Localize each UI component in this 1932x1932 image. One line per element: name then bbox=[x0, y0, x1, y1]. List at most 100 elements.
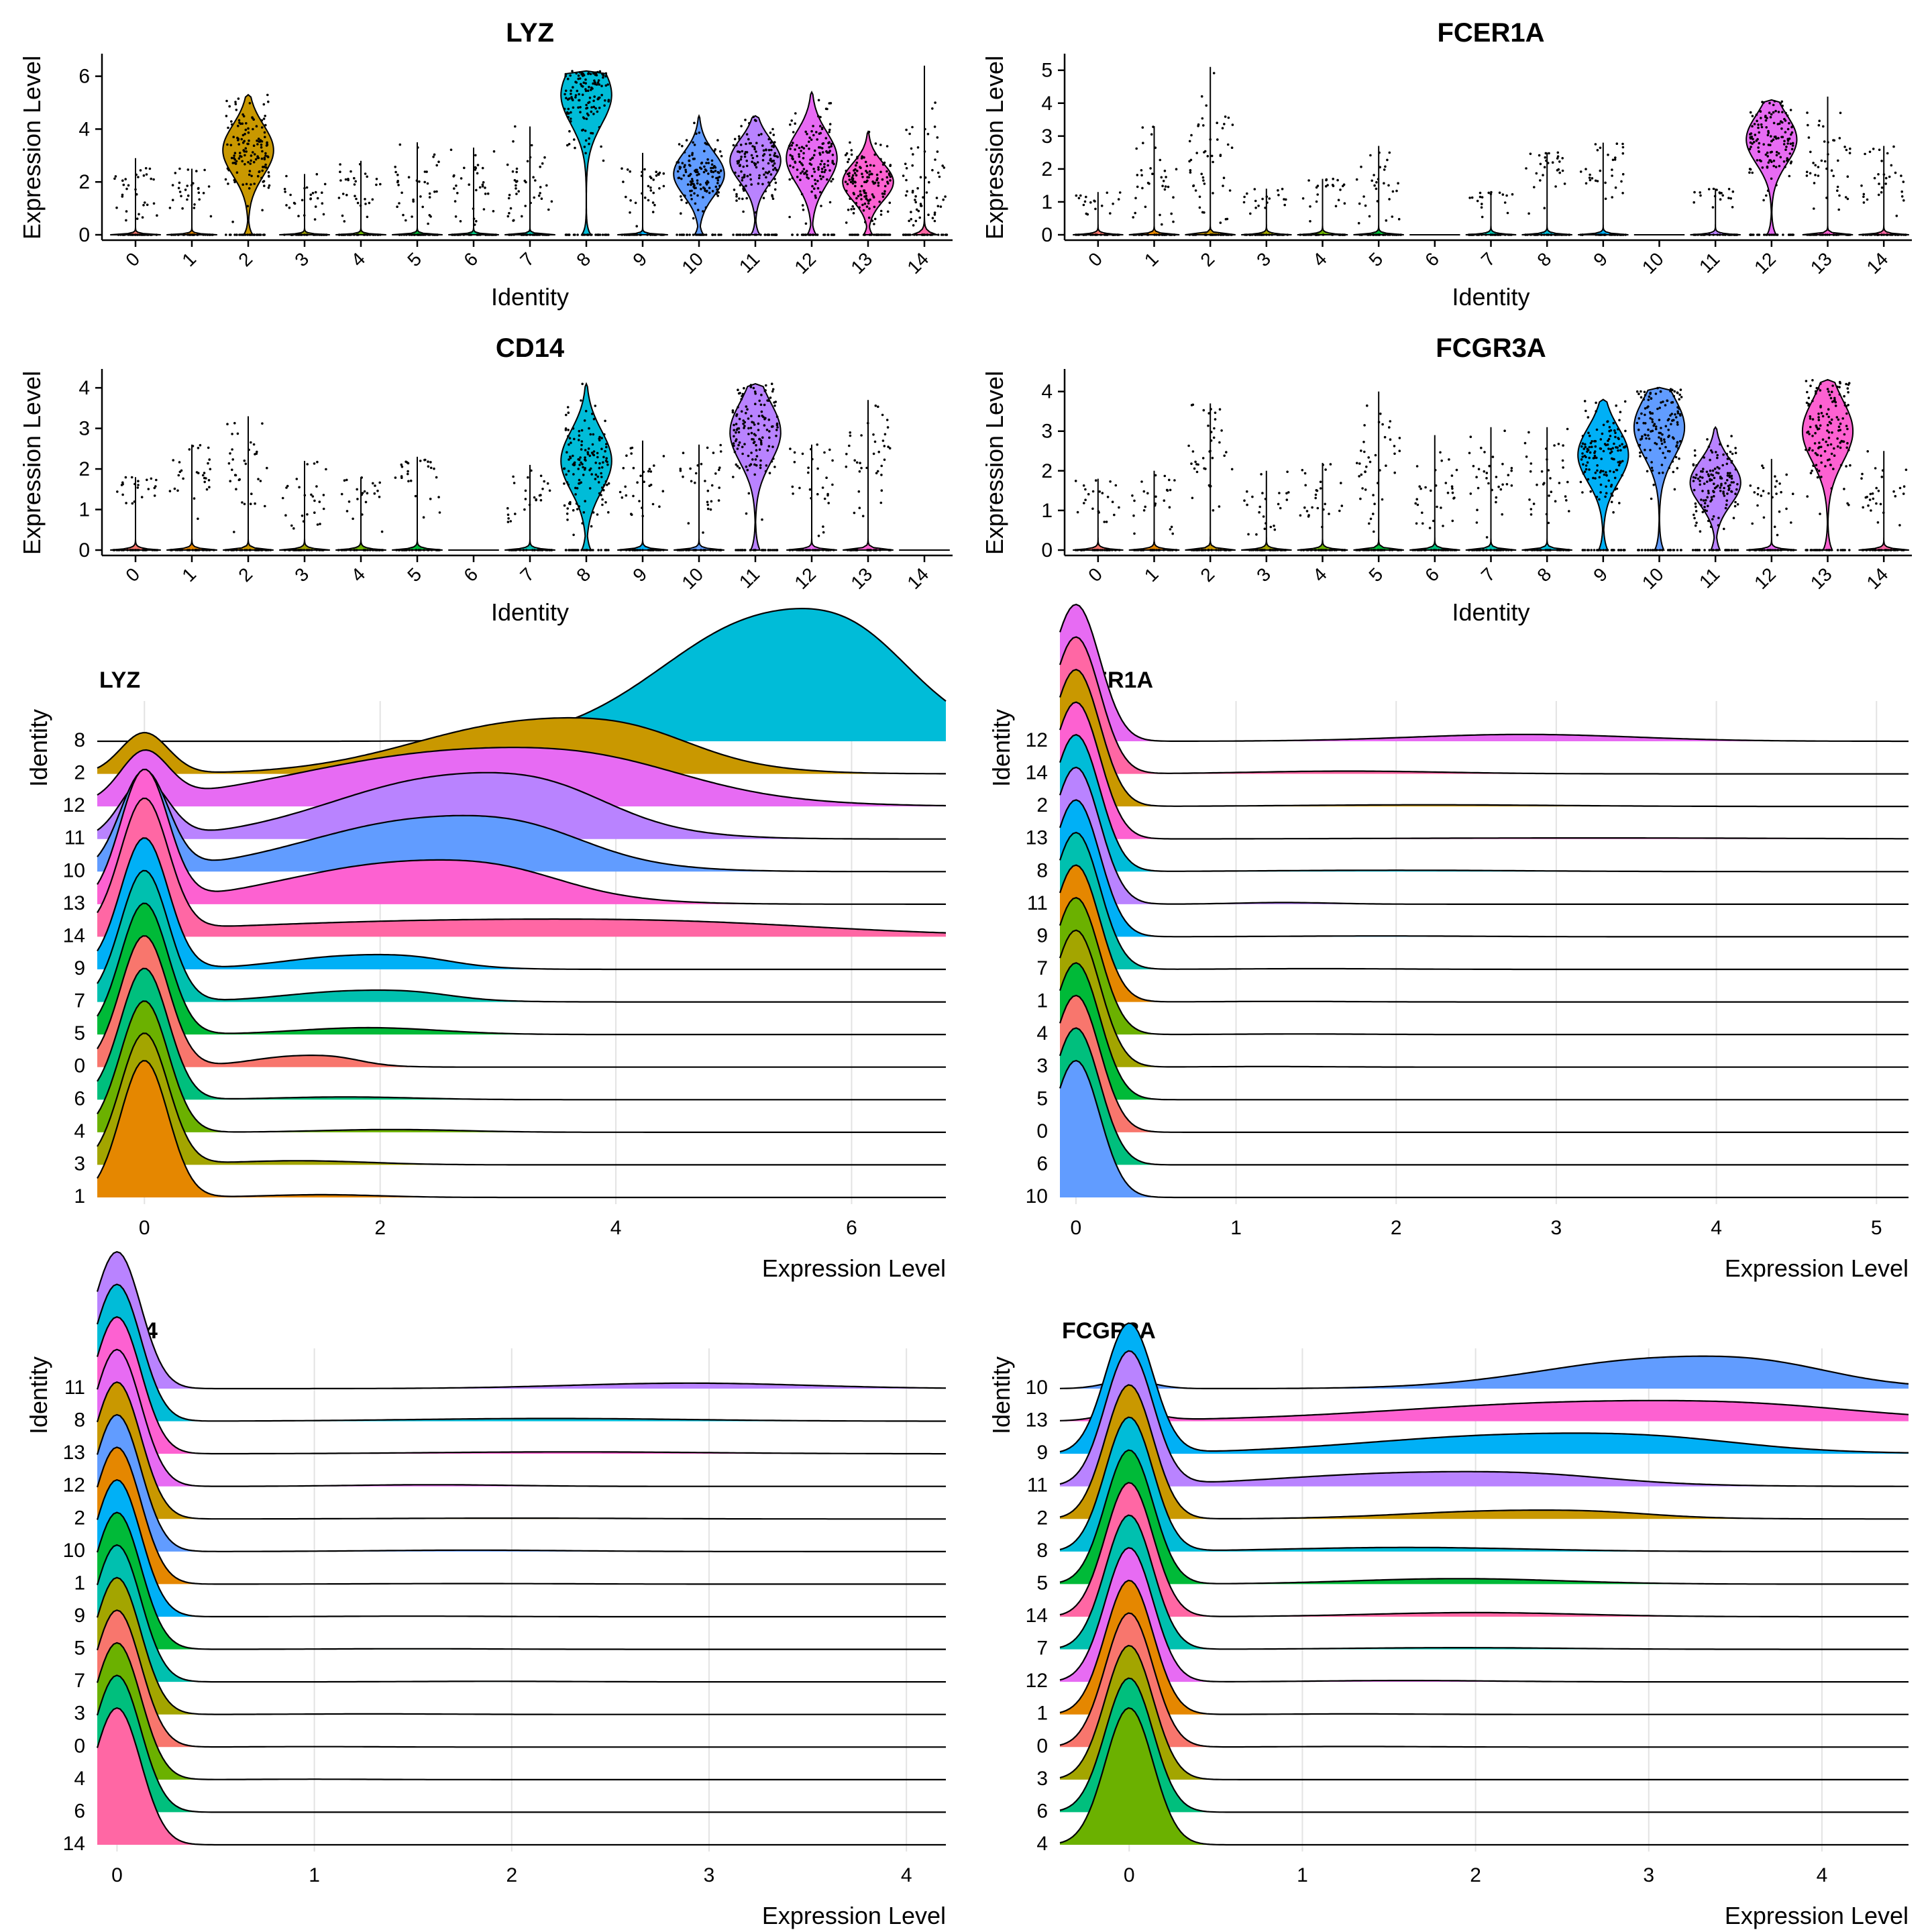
data-point bbox=[1815, 549, 1819, 551]
data-point bbox=[1155, 549, 1158, 551]
data-point bbox=[740, 170, 743, 173]
data-point bbox=[1527, 212, 1530, 215]
data-point bbox=[755, 142, 758, 144]
data-point bbox=[868, 170, 871, 173]
data-point bbox=[757, 133, 761, 137]
data-point bbox=[1599, 438, 1603, 441]
data-point bbox=[209, 215, 213, 218]
data-point bbox=[1074, 480, 1077, 482]
data-point bbox=[239, 549, 241, 551]
data-point bbox=[649, 233, 652, 236]
y-tick-label: 1 bbox=[1041, 191, 1053, 213]
data-point bbox=[792, 131, 795, 133]
data-point bbox=[1756, 138, 1759, 141]
data-point bbox=[1495, 496, 1498, 499]
data-point bbox=[1510, 549, 1513, 551]
data-point bbox=[400, 463, 403, 466]
data-point bbox=[1849, 233, 1851, 236]
data-point bbox=[1880, 233, 1883, 236]
data-point bbox=[1265, 195, 1269, 199]
data-point bbox=[1815, 424, 1818, 427]
data-point bbox=[1587, 549, 1590, 551]
y-tick-label: 0 bbox=[78, 539, 90, 561]
data-point bbox=[1621, 146, 1625, 149]
data-point bbox=[197, 447, 200, 449]
data-point bbox=[137, 484, 140, 486]
data-point bbox=[117, 233, 120, 236]
data-point bbox=[1621, 233, 1625, 236]
data-point bbox=[247, 127, 250, 130]
data-point bbox=[1162, 180, 1165, 182]
data-point bbox=[1819, 233, 1822, 236]
data-point bbox=[860, 434, 863, 437]
data-point bbox=[1703, 549, 1706, 551]
data-point bbox=[257, 478, 260, 480]
data-point bbox=[850, 549, 853, 551]
violin-body bbox=[335, 160, 386, 235]
data-point bbox=[1676, 406, 1679, 409]
data-point bbox=[586, 453, 590, 455]
data-point bbox=[566, 513, 569, 515]
data-point bbox=[298, 486, 301, 489]
data-point bbox=[125, 210, 128, 213]
data-point bbox=[752, 441, 755, 444]
data-point bbox=[939, 205, 943, 208]
data-point bbox=[1730, 474, 1733, 478]
data-point bbox=[1140, 233, 1143, 236]
data-point bbox=[678, 167, 682, 170]
data-point bbox=[704, 480, 706, 482]
data-point bbox=[581, 93, 584, 97]
data-point bbox=[453, 200, 457, 203]
data-point bbox=[731, 409, 735, 412]
data-point bbox=[531, 233, 534, 236]
data-point bbox=[340, 549, 343, 551]
data-point bbox=[368, 201, 371, 205]
data-point bbox=[1647, 434, 1650, 437]
data-point bbox=[1825, 440, 1827, 443]
data-point bbox=[1535, 233, 1538, 236]
data-point bbox=[1878, 182, 1880, 185]
data-point bbox=[1534, 549, 1536, 551]
x-tick-label: 4 bbox=[1309, 564, 1331, 586]
data-point bbox=[1651, 429, 1654, 433]
data-point bbox=[246, 549, 248, 551]
data-point bbox=[180, 195, 182, 198]
data-point bbox=[1543, 233, 1546, 236]
data-point bbox=[930, 233, 934, 236]
data-point bbox=[1340, 504, 1344, 507]
data-point bbox=[1716, 484, 1719, 487]
data-point bbox=[684, 168, 687, 172]
data-point bbox=[590, 87, 593, 89]
data-point bbox=[914, 199, 916, 201]
data-point bbox=[1507, 549, 1510, 551]
data-point bbox=[741, 150, 744, 153]
data-point bbox=[566, 406, 570, 409]
data-point bbox=[1711, 549, 1713, 551]
data-point bbox=[773, 162, 776, 165]
data-point bbox=[1644, 549, 1647, 551]
data-point bbox=[1155, 495, 1157, 498]
data-point bbox=[1566, 480, 1569, 484]
data-point bbox=[1643, 390, 1646, 394]
data-point bbox=[155, 478, 158, 482]
data-point bbox=[633, 549, 636, 551]
data-point bbox=[209, 468, 212, 471]
data-point bbox=[733, 450, 737, 453]
data-point bbox=[655, 233, 657, 236]
data-point bbox=[743, 421, 747, 424]
data-point bbox=[261, 209, 264, 212]
data-point bbox=[115, 549, 119, 551]
data-point bbox=[1336, 178, 1339, 182]
data-point bbox=[529, 233, 531, 236]
data-point bbox=[1140, 169, 1143, 172]
data-point bbox=[1748, 148, 1752, 150]
data-point bbox=[248, 448, 250, 451]
data-point bbox=[1582, 447, 1585, 450]
data-point bbox=[1900, 190, 1903, 193]
data-point bbox=[794, 160, 796, 163]
data-point bbox=[1646, 549, 1650, 551]
data-point bbox=[826, 160, 830, 162]
data-point bbox=[1418, 485, 1421, 488]
data-point bbox=[436, 549, 439, 551]
data-point bbox=[823, 233, 826, 236]
